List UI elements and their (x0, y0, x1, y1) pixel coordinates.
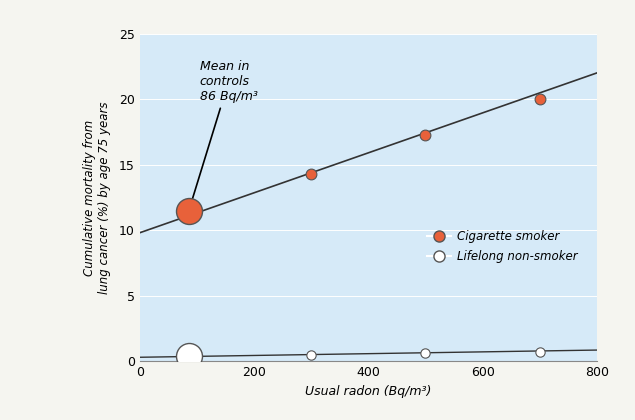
Point (420, 350, 431, 357)
Point (306, 351, 316, 358)
Point (184, 353, 194, 360)
Point (306, 171, 316, 177)
Point (184, 207, 194, 214)
X-axis label: Usual radon (Bq/m³): Usual radon (Bq/m³) (305, 385, 432, 398)
Point (535, 349, 545, 355)
Point (420, 131, 431, 138)
Y-axis label: Cumulative mortality from
lung cancer (%) by age 75 years: Cumulative mortality from lung cancer (%… (83, 101, 110, 294)
Point (535, 96, 545, 102)
Legend: Cigarette smoker, Lifelong non-smoker: Cigarette smoker, Lifelong non-smoker (422, 225, 582, 268)
Text: Mean in
controls
86 Bq/m³: Mean in controls 86 Bq/m³ (189, 60, 258, 206)
